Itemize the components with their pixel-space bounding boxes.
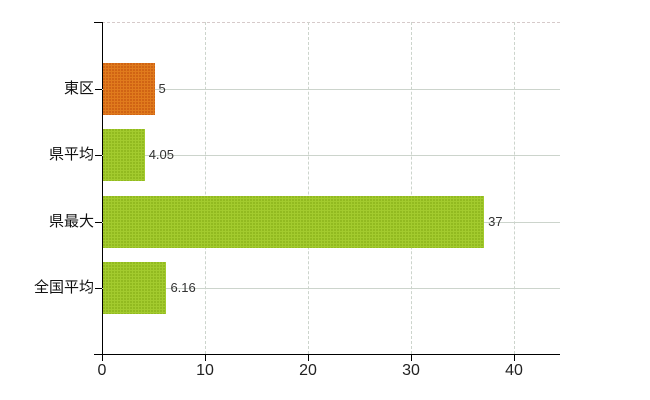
bar-value-label: 6.16 — [170, 280, 196, 295]
bar — [103, 262, 167, 314]
gridline-h — [102, 155, 560, 156]
y-tick — [95, 155, 102, 156]
x-tick-label: 30 — [402, 362, 420, 379]
bar — [103, 129, 145, 181]
x-tick — [514, 355, 515, 361]
gridline-v — [205, 22, 206, 354]
plot-area — [102, 22, 560, 355]
bar — [103, 62, 155, 115]
x-tick — [411, 355, 412, 361]
x-tick-label: 40 — [505, 362, 523, 379]
y-axis — [102, 22, 103, 355]
x-tick-label: 10 — [196, 362, 214, 379]
category-label: 東区 — [63, 79, 94, 97]
x-tick-label: 20 — [299, 362, 317, 379]
y-tick — [95, 288, 102, 289]
category-label: 県平均 — [48, 146, 94, 163]
x-tick-label: 0 — [97, 362, 107, 379]
gridline-h — [102, 88, 560, 90]
bar-value-label: 5 — [158, 80, 166, 96]
category-label: 県最大 — [48, 212, 94, 230]
bar-value-label: 4.05 — [148, 147, 175, 162]
x-tick — [205, 355, 206, 361]
x-tick — [308, 355, 309, 361]
bar — [103, 195, 485, 248]
gridline-v — [308, 22, 309, 354]
x-tick — [102, 355, 103, 361]
category-label: 全国平均 — [33, 279, 94, 296]
y-axis-top-tick — [94, 22, 102, 23]
y-tick — [95, 221, 102, 223]
x-axis — [94, 354, 560, 355]
gridline-v — [411, 22, 412, 354]
bar-value-label: 37 — [488, 213, 503, 229]
gridline-v — [514, 22, 515, 354]
gridline-h — [102, 288, 560, 289]
y-tick — [95, 88, 102, 90]
